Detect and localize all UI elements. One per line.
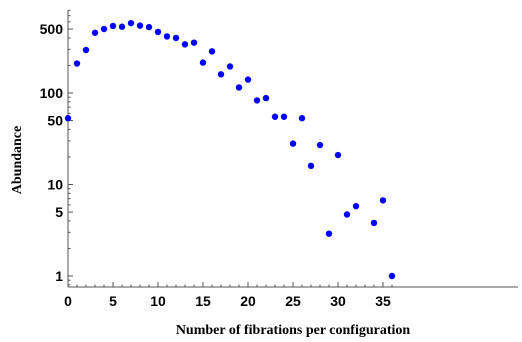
data-point: [370, 219, 378, 227]
data-point: [280, 113, 288, 120]
x-tick-label: 20: [240, 293, 256, 309]
x-axis-title: Number of fibrations per configuration: [176, 323, 411, 338]
y-tick-label: 100: [40, 85, 64, 101]
data-point: [298, 115, 306, 122]
data-point: [262, 94, 270, 102]
data-point: [118, 23, 126, 30]
x-tick-label: 5: [109, 293, 117, 309]
x-tick-label: 0: [64, 293, 72, 309]
data-point: [109, 22, 117, 30]
data-point: [379, 197, 387, 204]
x-tick-label: 35: [375, 293, 391, 309]
data-point: [334, 151, 342, 159]
data-point: [388, 272, 396, 280]
data-point: [136, 22, 144, 29]
y-tick-label: 5: [55, 204, 63, 220]
x-tick-label: 30: [330, 293, 346, 309]
y-tick-label: 10: [47, 177, 63, 193]
data-point: [316, 141, 324, 149]
data-point: [244, 76, 252, 83]
data-point: [172, 34, 180, 42]
data-point: [289, 140, 297, 147]
y-ticks: 1 5 10 50 100 500: [40, 9, 73, 286]
data-point: [181, 41, 189, 48]
data-point: [217, 71, 225, 78]
y-tick-label: 500: [40, 21, 64, 37]
x-tick-label: 15: [195, 293, 211, 309]
y-tick-label: 50: [47, 113, 63, 129]
data-points: [64, 19, 396, 280]
data-point: [253, 97, 261, 104]
data-point: [64, 115, 72, 122]
y-tick-label: 1: [55, 268, 63, 284]
x-tick-label: 10: [150, 293, 166, 309]
data-point: [235, 84, 243, 91]
data-point: [307, 162, 315, 170]
x-ticks: 0 5 10 15 20 25 30 35: [64, 282, 393, 309]
data-point: [199, 59, 207, 66]
data-point: [343, 211, 351, 218]
data-point: [127, 19, 135, 27]
data-point: [325, 230, 333, 237]
x-tick-label: 25: [285, 293, 301, 309]
data-point: [226, 63, 234, 70]
y-axis-title: Abundance: [10, 126, 25, 194]
data-point: [163, 33, 171, 40]
data-point: [208, 48, 216, 55]
data-point: [190, 39, 198, 46]
data-point: [271, 113, 279, 120]
data-point: [154, 28, 162, 36]
data-point: [91, 29, 99, 36]
data-point: [352, 202, 360, 210]
data-point: [145, 23, 153, 31]
data-point: [82, 46, 90, 54]
data-point: [73, 60, 81, 67]
data-point: [100, 25, 108, 33]
